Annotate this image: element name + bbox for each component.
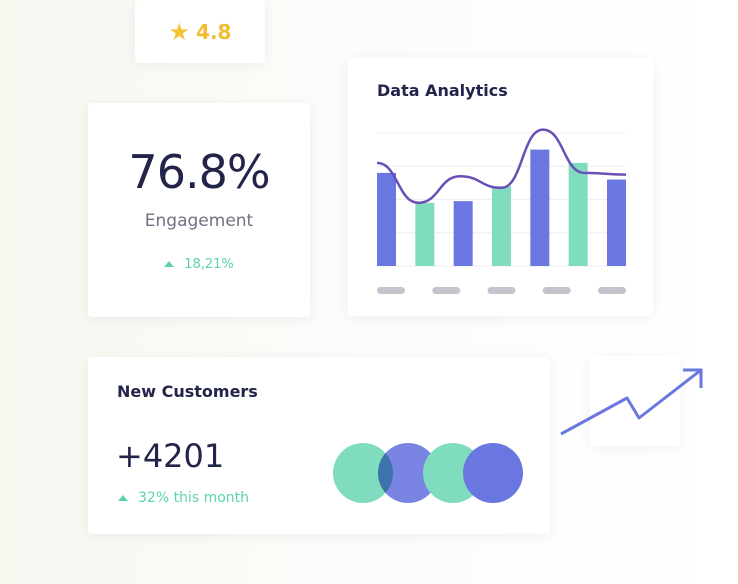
x-tick-placeholder	[432, 287, 461, 294]
engagement-change: 18,21%	[88, 257, 310, 272]
x-tick-placeholder	[598, 287, 626, 294]
new-customers-value: +4201	[116, 437, 225, 475]
bar	[568, 162, 588, 266]
trend-line	[376, 128, 627, 205]
bar	[607, 179, 626, 266]
bar	[415, 202, 435, 266]
trend-card	[590, 356, 680, 446]
data-analytics-card: Data Analytics	[348, 58, 653, 316]
x-tick-placeholder	[377, 287, 405, 294]
rating-card: ★ 4.8	[135, 0, 265, 63]
engagement-value: 76.8%	[128, 145, 270, 199]
chart-title: Data Analytics	[377, 81, 508, 100]
avatar-circle	[463, 443, 523, 503]
x-tick-placeholder	[487, 287, 516, 294]
new-customers-title: New Customers	[117, 382, 258, 401]
bar	[492, 186, 511, 266]
new-customers-change: 32% this month	[118, 490, 249, 506]
x-tick-placeholder	[542, 287, 571, 294]
bar	[377, 172, 396, 266]
rating-value: 4.8	[196, 19, 232, 44]
engagement-card: 76.8% Engagement 18,21%	[88, 103, 310, 317]
new-customers-change-text: 32% this month	[138, 490, 250, 506]
engagement-label: Engagement	[144, 211, 254, 231]
triangle-up-icon	[164, 261, 175, 267]
engagement-change-text: 18,21%	[184, 257, 234, 272]
new-customers-card: New Customers +4201 32% this month	[88, 357, 550, 534]
bar	[530, 149, 550, 266]
star-icon: ★	[168, 17, 191, 46]
triangle-up-icon	[118, 495, 128, 501]
bar-chart	[376, 128, 627, 294]
trending-up-arrow-icon	[560, 368, 703, 436]
bar	[453, 201, 473, 266]
